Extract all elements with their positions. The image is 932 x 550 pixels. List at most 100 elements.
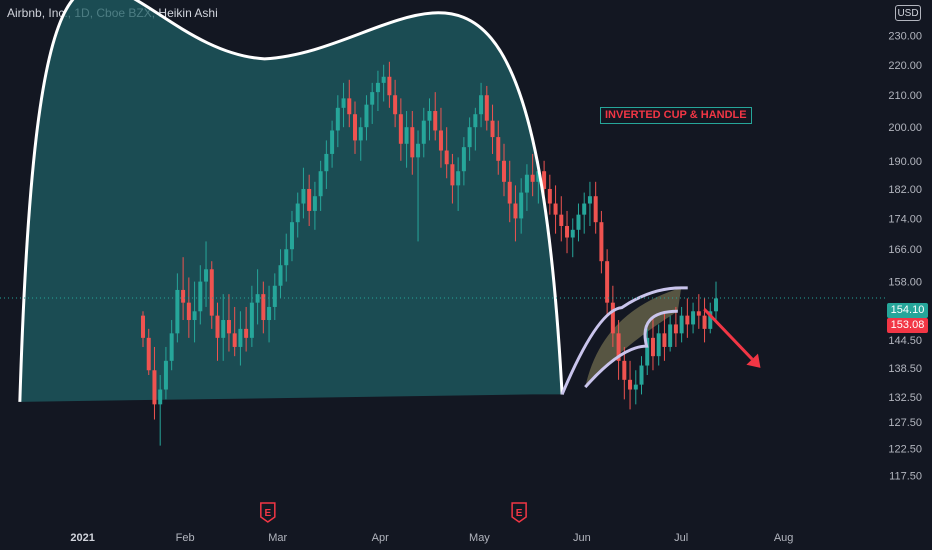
time-tick-label: May [469, 532, 490, 544]
cup-curve[interactable] [18, 0, 564, 402]
candle [696, 294, 701, 329]
candle [335, 95, 340, 148]
candle-body [605, 261, 610, 303]
candle-body [169, 333, 174, 361]
pattern-label[interactable]: INVERTED CUP & HANDLE [600, 107, 752, 124]
candle [289, 210, 294, 262]
candle-body [278, 265, 283, 286]
candle-body [536, 171, 541, 182]
candle [662, 311, 667, 361]
price-tick-label: 182.00 [888, 184, 922, 196]
price-tick-label: 166.00 [888, 244, 922, 256]
last-price-badge: 154.10 [887, 303, 928, 318]
handle-lower-curve[interactable] [584, 309, 678, 389]
arrow-head [746, 353, 761, 368]
candle [175, 273, 180, 343]
candle-body [461, 147, 466, 172]
candle [685, 298, 690, 338]
candle-body [209, 269, 214, 316]
candle-body [289, 222, 294, 250]
candle-body [375, 82, 380, 93]
candle-body [645, 337, 650, 366]
candle [622, 346, 627, 400]
earnings-label: E [516, 508, 523, 519]
candle-body [565, 225, 570, 238]
candle [702, 298, 707, 343]
candle [524, 164, 529, 211]
candle-body [272, 285, 277, 307]
candle-body [141, 315, 145, 338]
candle-body [312, 196, 317, 211]
candle-body [553, 203, 558, 215]
price-tick-label: 174.00 [888, 213, 922, 225]
candle [163, 346, 168, 400]
price-axis[interactable]: 230.00 220.00 210.00 200.00 190.00 182.00 174.… [888, 31, 922, 483]
currency-button[interactable]: USD [895, 5, 921, 21]
earnings-marker[interactable]: E [511, 502, 527, 523]
candle [398, 98, 403, 161]
candle-body [267, 306, 272, 321]
candle [341, 82, 346, 128]
candle-body [152, 370, 157, 405]
candle-body [146, 337, 151, 371]
candle [324, 140, 329, 189]
candle-body [708, 311, 713, 329]
candle-body [610, 302, 615, 334]
earnings-icon [511, 502, 527, 523]
forecast-arrow[interactable] [703, 308, 761, 368]
candle-body [341, 98, 346, 108]
candle-body [616, 333, 621, 361]
candle-body [347, 98, 352, 115]
time-tick-label: Feb [176, 532, 195, 544]
candle [559, 196, 564, 242]
candle [232, 306, 237, 357]
candle [158, 375, 163, 446]
candle-body [307, 188, 312, 211]
candle [599, 210, 604, 274]
candle [490, 104, 495, 154]
candle [582, 192, 587, 234]
candle-body [673, 324, 678, 334]
earnings-marker[interactable]: E [260, 502, 276, 523]
candle [295, 192, 300, 238]
candle-body [679, 315, 684, 334]
candle [272, 273, 277, 321]
candle-body [633, 384, 638, 390]
candle-body [542, 171, 547, 189]
handle-upper-curve[interactable] [560, 286, 688, 396]
candle-body [244, 328, 249, 338]
candle-body [158, 389, 163, 405]
candle-body [467, 127, 472, 148]
candle-body [324, 153, 329, 172]
candle [433, 92, 438, 141]
candle-body [628, 379, 633, 390]
time-axis[interactable]: 2021 Feb Mar Apr May Jun Jul Aug [70, 532, 793, 544]
candle [307, 174, 312, 226]
candle-body [398, 114, 403, 144]
candle [570, 218, 575, 258]
candle [456, 157, 461, 211]
candle-body [433, 111, 438, 131]
candle [421, 107, 426, 158]
time-tick-label: Jul [674, 532, 688, 544]
candle [513, 185, 518, 242]
candle [249, 285, 254, 347]
candle-body [456, 171, 461, 186]
candle-body [507, 181, 512, 204]
price-tick-label: 117.50 [889, 471, 922, 483]
candle-body [387, 76, 392, 96]
price-tick-label: 132.50 [888, 392, 922, 404]
candle [616, 320, 621, 380]
candle [192, 281, 197, 343]
candle [387, 61, 392, 108]
candle [673, 306, 678, 347]
candle [152, 346, 157, 420]
candle-body [656, 333, 661, 357]
candle-body [444, 150, 449, 165]
candle [639, 356, 644, 395]
candlestick-series [141, 61, 718, 446]
candle [209, 261, 214, 329]
candle [610, 285, 615, 347]
candle [204, 241, 209, 307]
